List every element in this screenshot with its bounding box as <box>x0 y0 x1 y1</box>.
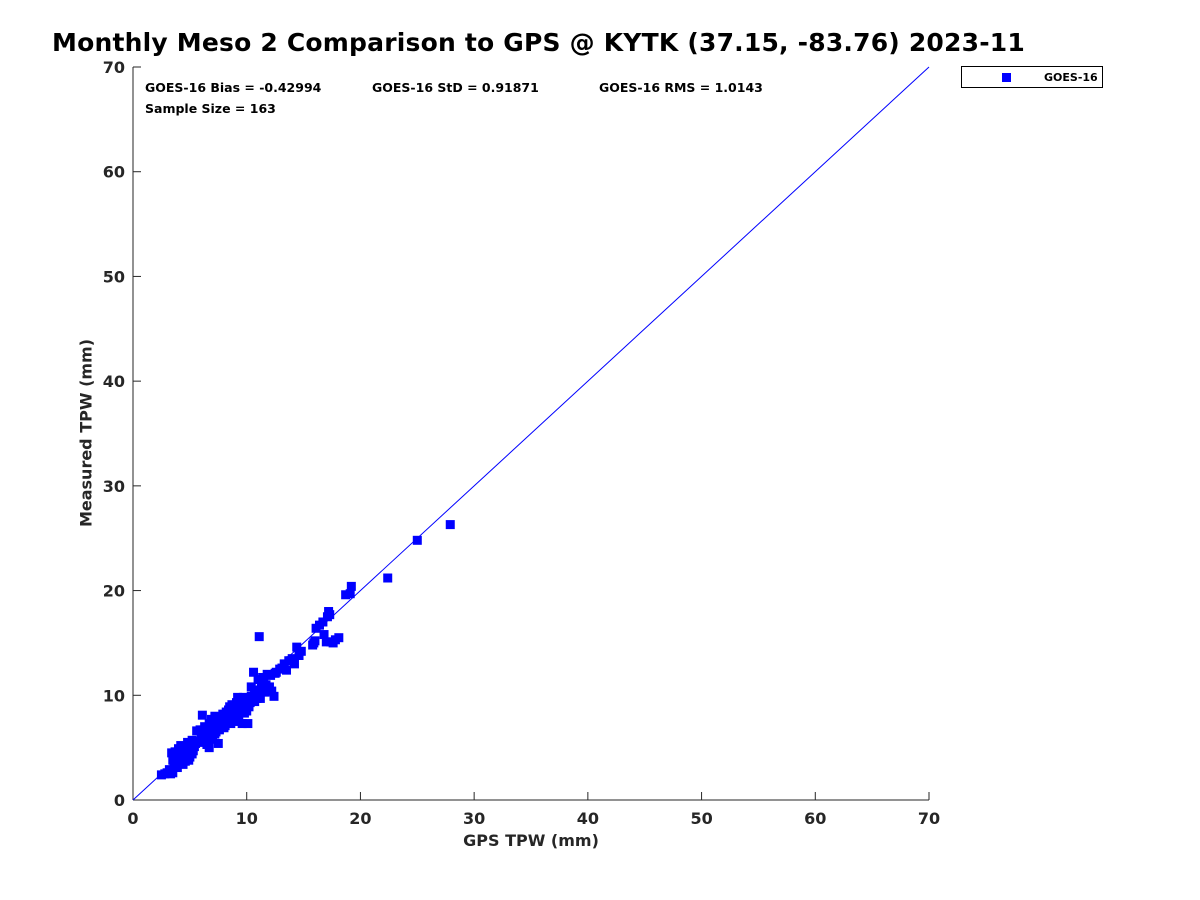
data-point <box>202 729 212 739</box>
x-tick-label: 10 <box>236 809 258 828</box>
y-tick-label: 40 <box>103 372 125 391</box>
data-point <box>279 659 289 669</box>
data-point <box>296 646 306 656</box>
data-point <box>167 748 177 758</box>
x-axis-title: GPS TPW (mm) <box>463 831 599 850</box>
data-point <box>192 726 202 736</box>
std-stat: GOES-16 StD = 0.91871 <box>372 80 539 95</box>
data-point <box>164 765 174 775</box>
data-point <box>245 694 255 704</box>
y-tick-label: 60 <box>103 163 125 182</box>
data-point <box>200 736 210 746</box>
chart-title: Monthly Meso 2 Comparison to GPS @ KYTK … <box>52 28 1025 57</box>
x-tick-label: 0 <box>127 809 138 828</box>
data-point <box>412 535 422 545</box>
data-point <box>180 743 190 753</box>
data-point <box>183 748 193 758</box>
data-point <box>266 670 276 680</box>
data-point <box>197 710 207 720</box>
rms-stat: GOES-16 RMS = 1.0143 <box>599 80 763 95</box>
data-point <box>345 589 355 599</box>
data-point <box>321 637 331 647</box>
data-point <box>319 630 329 640</box>
data-point <box>212 712 222 722</box>
data-point <box>309 638 319 648</box>
data-point <box>228 715 238 725</box>
data-point <box>218 722 228 732</box>
data-point <box>255 693 265 703</box>
data-point <box>251 692 261 702</box>
data-point <box>292 642 302 652</box>
data-point <box>256 678 266 688</box>
data-point <box>233 692 243 702</box>
data-point <box>238 701 248 711</box>
data-point <box>213 738 223 748</box>
data-point <box>445 520 455 530</box>
data-point <box>267 686 277 696</box>
data-point <box>222 708 232 718</box>
data-point <box>210 729 220 739</box>
data-point <box>206 714 216 724</box>
data-point <box>204 743 214 753</box>
y-tick-label: 10 <box>103 686 125 705</box>
data-point <box>178 749 188 759</box>
data-point <box>217 715 227 725</box>
y-tick-label: 50 <box>103 267 125 286</box>
data-point <box>225 702 235 712</box>
data-point <box>270 668 280 678</box>
data-point <box>282 665 292 675</box>
legend-marker-square-icon <box>1002 73 1011 82</box>
data-point <box>180 756 190 766</box>
data-point <box>334 633 344 643</box>
y-tick-label: 20 <box>103 582 125 601</box>
data-point <box>234 708 244 718</box>
data-point <box>243 719 253 729</box>
data-point <box>269 691 279 701</box>
data-point <box>237 719 247 729</box>
data-point <box>286 656 296 666</box>
data-point <box>171 752 181 762</box>
data-point <box>242 706 252 716</box>
y-tick-label: 0 <box>114 791 125 810</box>
data-points <box>156 520 455 780</box>
sample-size-stat: Sample Size = 163 <box>145 101 276 116</box>
data-point <box>260 687 270 697</box>
x-tick-label: 30 <box>463 809 485 828</box>
data-point <box>341 590 351 600</box>
x-tick-label: 60 <box>804 809 826 828</box>
data-point <box>318 617 328 627</box>
bias-stat: GOES-16 Bias = -0.42994 <box>145 80 322 95</box>
data-point <box>173 744 183 754</box>
y-tick-label: 30 <box>103 477 125 496</box>
data-point <box>249 667 259 677</box>
x-tick-label: 20 <box>349 809 371 828</box>
data-point <box>254 632 264 642</box>
data-point <box>258 672 268 682</box>
y-axis-title: Measured TPW (mm) <box>76 338 96 528</box>
x-tick-label: 70 <box>918 809 940 828</box>
data-point <box>187 735 197 745</box>
legend: GOES-16 <box>961 66 1103 88</box>
data-point <box>169 757 179 767</box>
x-tick-label: 40 <box>577 809 599 828</box>
data-point <box>261 680 271 690</box>
x-tick-label: 50 <box>690 809 712 828</box>
data-point <box>172 763 182 773</box>
legend-label: GOES-16 <box>1044 71 1098 84</box>
data-point <box>250 685 260 695</box>
data-point <box>244 701 254 711</box>
y-tick-label: 70 <box>103 58 125 77</box>
data-point <box>325 610 335 620</box>
data-point <box>346 581 356 591</box>
data-point <box>383 573 393 583</box>
